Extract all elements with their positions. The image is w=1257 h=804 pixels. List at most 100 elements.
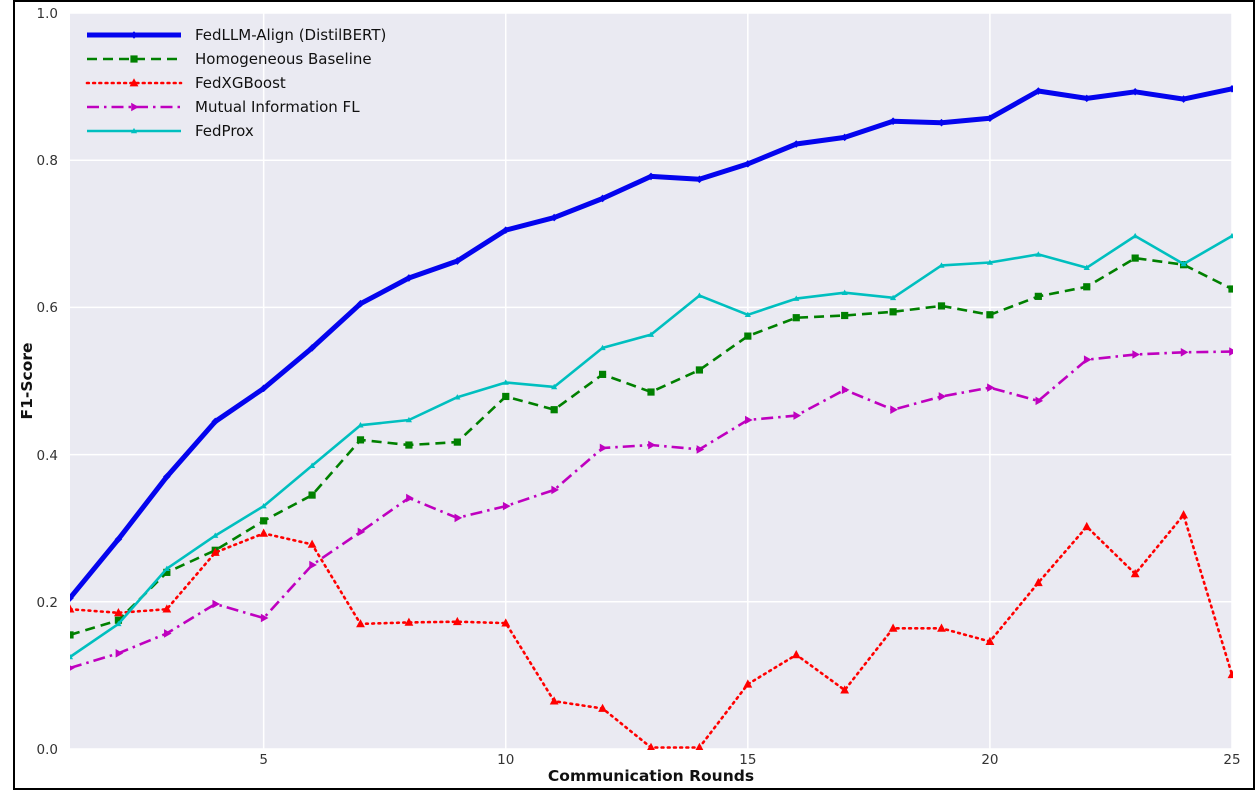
legend: FedLLM-Align (DistilBERT) Homogeneous Ba…: [84, 23, 386, 143]
marker-tri-small: [889, 294, 897, 301]
marker-diamond: [356, 299, 365, 308]
marker-tri-small: [130, 127, 138, 134]
marker-triangle-right: [599, 443, 608, 453]
marker-diamond: [695, 175, 704, 184]
marker-triangle-right: [454, 513, 463, 523]
marker-tri-small: [502, 379, 509, 385]
marker-tri-small: [1132, 232, 1139, 239]
marker-triangle-right: [1229, 347, 1233, 356]
marker-triangle-right: [357, 527, 366, 537]
marker-tri-small: [454, 394, 461, 400]
marker-tri-small: [405, 416, 413, 423]
marker-tri-small: [599, 344, 606, 351]
marker-triangle-right: [648, 440, 656, 450]
marker-tri-small: [308, 462, 316, 468]
marker-triangle-right: [987, 383, 995, 392]
marker-triangle-right: [696, 445, 705, 454]
marker-tri-small: [1083, 264, 1090, 270]
marker-diamond: [1131, 87, 1139, 96]
marker-triangle-right: [212, 599, 221, 609]
legend-item: FedProx: [84, 119, 386, 143]
x-tick-label: 10: [497, 752, 515, 768]
marker-triangle-right: [890, 405, 898, 415]
marker-triangle-right: [406, 493, 414, 503]
marker-tri-small: [260, 503, 267, 509]
marker-triangle-up: [647, 742, 655, 750]
marker-square: [163, 568, 171, 576]
x-tick-label: 25: [1223, 752, 1241, 768]
legend-label: Homogeneous Baseline: [195, 50, 372, 68]
marker-diamond: [937, 118, 946, 127]
marker-square: [70, 631, 74, 639]
marker-diamond: [1179, 95, 1188, 103]
marker-square: [986, 311, 994, 319]
marker-triangle-up: [937, 623, 946, 632]
marker-triangle-up: [307, 539, 317, 548]
marker-diamond: [1082, 94, 1091, 103]
marker-triangle-up: [791, 649, 801, 659]
y-tick-label: 1.0: [36, 6, 58, 22]
marker-diamond: [259, 384, 268, 393]
marker-square: [695, 366, 704, 374]
marker-diamond: [598, 194, 607, 203]
legend-item: Mutual Information FL: [84, 95, 386, 119]
marker-diamond: [1228, 85, 1233, 93]
marker-triangle-right: [938, 392, 947, 401]
marker-diamond: [211, 417, 220, 426]
marker-tri-small: [1228, 232, 1233, 239]
marker-square: [598, 370, 607, 378]
marker-tri-small: [1180, 260, 1187, 267]
legend-item: FedLLM-Align (DistilBERT): [84, 23, 386, 47]
y-axis-label: F1-Score: [18, 342, 36, 420]
marker-triangle-right: [502, 501, 511, 511]
marker-tri-small: [115, 620, 122, 627]
series-5: [70, 232, 1233, 660]
marker-triangle-up: [1130, 569, 1140, 578]
marker-square: [1228, 285, 1233, 293]
legend-line-sample: [87, 55, 181, 63]
marker-square: [453, 438, 461, 446]
marker-triangle-up: [210, 547, 220, 556]
marker-triangle-right: [551, 485, 559, 495]
marker-tri-small: [744, 311, 751, 318]
marker-square: [1131, 254, 1139, 262]
marker-triangle-right: [793, 411, 802, 420]
marker-diamond: [986, 114, 994, 123]
marker-square: [744, 332, 752, 340]
legend-item: FedXGBoost: [84, 71, 386, 95]
y-tick-label: 0.4: [36, 447, 58, 464]
marker-triangle-up: [404, 617, 414, 626]
marker-triangle-up: [70, 604, 75, 613]
marker-square: [1083, 283, 1091, 291]
marker-square: [260, 517, 268, 525]
marker-triangle-up: [549, 696, 559, 705]
marker-square: [114, 616, 123, 624]
marker-triangle-right: [745, 415, 753, 425]
marker-tri-small: [647, 331, 655, 337]
marker-triangle-right: [1180, 347, 1189, 357]
series-1: [70, 85, 1233, 602]
marker-triangle-up: [695, 742, 704, 750]
marker-square: [889, 308, 897, 316]
marker-diamond: [405, 274, 413, 282]
x-tick-label: 5: [259, 752, 268, 768]
marker-triangle-right: [260, 613, 269, 623]
marker-triangle-up: [1179, 510, 1188, 519]
marker-square: [1034, 292, 1042, 300]
marker-triangle-up: [598, 703, 607, 712]
marker-square: [308, 491, 316, 499]
marker-triangle-up: [259, 528, 269, 537]
marker-diamond: [308, 344, 316, 352]
marker-square: [356, 436, 365, 444]
legend-label: Mutual Information FL: [195, 98, 360, 116]
marker-square: [130, 55, 138, 63]
marker-triangle-right: [841, 385, 850, 395]
legend-label: FedXGBoost: [195, 74, 286, 92]
marker-triangle-up: [985, 636, 995, 645]
marker-tri-small: [70, 653, 74, 660]
marker-triangle-up: [1082, 521, 1092, 531]
marker-triangle-right: [164, 629, 172, 638]
marker-triangle-up: [1033, 577, 1043, 587]
x-tick-label: 20: [981, 752, 999, 768]
